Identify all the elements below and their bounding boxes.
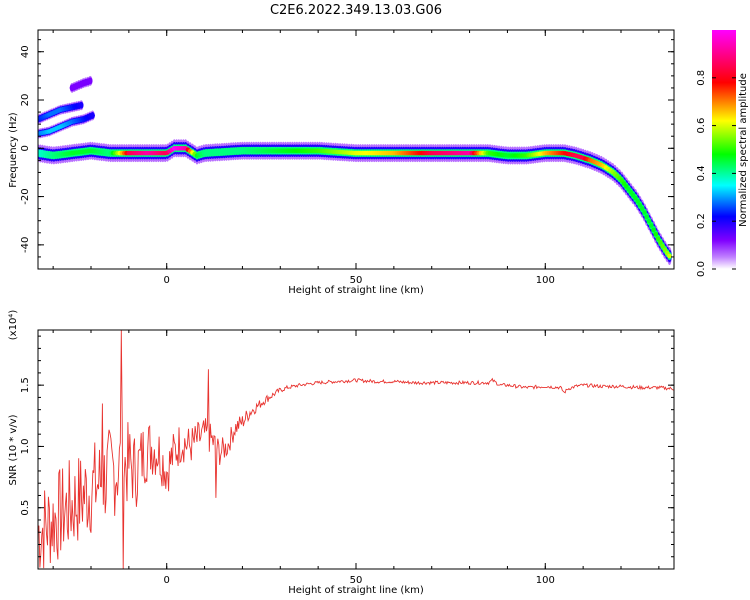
colorbar-label: Normalized spectral amplitude xyxy=(738,73,749,227)
spectrogram-x-tick-label: 0 xyxy=(164,275,170,286)
snr-x-tick-label: 100 xyxy=(536,575,555,586)
snr-x-tick-label: 0 xyxy=(164,575,170,586)
main-ridge-cell xyxy=(649,223,654,228)
colorbar-tick-label: 0.4 xyxy=(696,165,707,181)
snr-line xyxy=(38,330,674,569)
main-ridge-cell xyxy=(637,202,643,208)
snr-x-axis-label: Height of straight line (km) xyxy=(288,585,424,596)
spectrogram-y-tick-label: 40 xyxy=(20,45,31,58)
spectrogram-x-tick-label: 100 xyxy=(536,275,555,286)
snr-y-tick-label: 1.5 xyxy=(20,377,31,393)
main-ridge-cell xyxy=(651,227,656,233)
snr-y-tick-label: 0.5 xyxy=(20,500,31,516)
main-ridge-cell xyxy=(662,247,668,252)
main-ridge-cell xyxy=(639,206,645,211)
main-ridge-cell xyxy=(644,214,649,220)
spectrogram-image xyxy=(38,75,672,265)
main-ridge-cell xyxy=(635,199,640,204)
colorbar: 0.0 0.2 0.4 0.6 0.8 Normalized spectral ampl… xyxy=(696,30,749,277)
snr-y-multiplier-label: (x10⁴) xyxy=(8,310,19,341)
snr-x-tick-label: 50 xyxy=(350,575,363,586)
colorbar-tick-label: 0.8 xyxy=(696,70,707,86)
snr-series xyxy=(38,330,674,569)
secondary-ridge-2-cell xyxy=(87,79,93,83)
secondary-ridge-0-cell xyxy=(78,104,84,107)
main-ridge-cell xyxy=(642,210,647,215)
main-ridge-cell xyxy=(660,243,665,249)
spectrogram-y-axis-label: Frequency (Hz) xyxy=(8,112,19,188)
colorbar-tick-label: 0.2 xyxy=(696,213,707,229)
spectrogram-y-tick-label: -20 xyxy=(20,188,31,204)
main-ridge-cell xyxy=(655,236,661,241)
snr-panel: 0 50 100 0.5 1.0 1.5 Height of straight line … xyxy=(8,310,675,596)
snr-ticks: 0 50 100 0.5 1.0 1.5 xyxy=(20,330,674,586)
main-ridge-cell xyxy=(646,218,652,224)
spectrogram-y-tick-label: 20 xyxy=(20,94,31,107)
colorbar-tick-label: 0.6 xyxy=(696,118,707,134)
colorbar-gradient xyxy=(712,30,736,269)
main-ridge-cell xyxy=(653,231,659,237)
spectrogram-x-axis-label: Height of straight line (km) xyxy=(288,285,424,296)
snr-y-tick-label: 1.0 xyxy=(20,438,31,454)
colorbar-ticks: 0.0 0.2 0.4 0.6 0.8 xyxy=(696,70,736,277)
spectrogram-y-tick-label: -40 xyxy=(20,237,31,253)
snr-y-axis-label: SNR (10 * v/v) xyxy=(8,414,19,485)
secondary-ridge-1-cell xyxy=(90,114,95,117)
spectrogram-y-tick-label: 0 xyxy=(20,145,31,151)
spectrogram-panel: 0 50 100 -40 -20 0 20 40 Height of straight lin… xyxy=(8,29,675,296)
spectrogram-ticks: 0 50 100 -40 -20 0 20 40 xyxy=(20,30,674,286)
spectrogram-x-tick-label: 50 xyxy=(350,275,363,286)
main-ridge-cell xyxy=(658,240,663,245)
main-ridge-cell xyxy=(633,195,638,201)
colorbar-tick-label: 0.0 xyxy=(696,261,707,277)
main-ridge-cell xyxy=(667,253,672,259)
figure-title: C2E6.2022.349.13.03.G06 xyxy=(270,3,442,18)
